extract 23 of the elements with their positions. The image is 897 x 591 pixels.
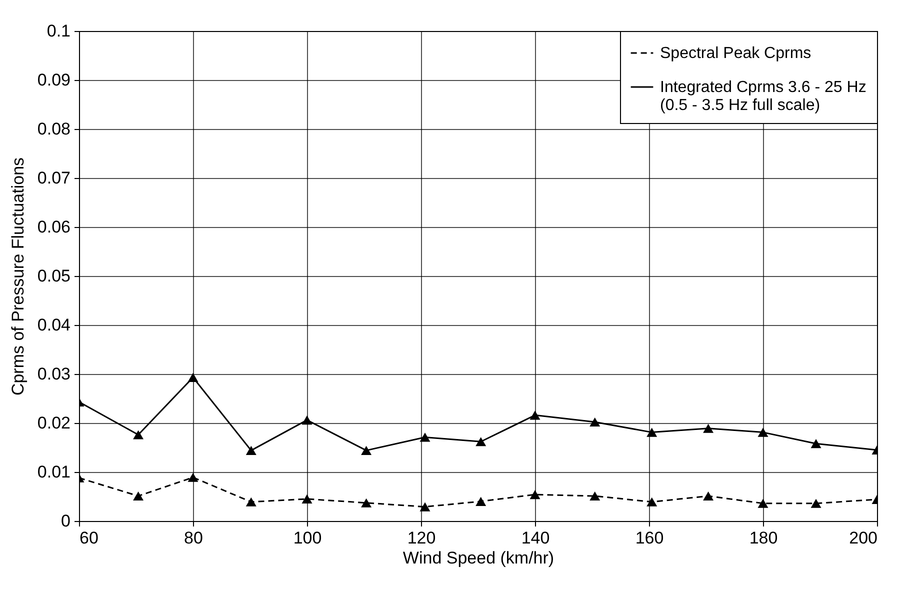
legend-label: Spectral Peak Cprms	[660, 45, 812, 62]
y-axis-title: Cprms of Pressure Fluctuations	[8, 157, 28, 396]
x-tick-label: 120	[407, 528, 436, 548]
y-tick-label: 0.04	[37, 316, 70, 334]
x-tick-label: 80	[184, 528, 203, 548]
x-tick-label: 140	[521, 528, 550, 548]
x-axis-title: Wind Speed (km/hr)	[402, 548, 554, 568]
y-tick-label: 0.09	[37, 70, 70, 90]
x-tick-label: 60	[80, 528, 98, 548]
legend-label: Integrated Cprms 3.6 - 25 Hz (0.5 - 3.5 Hz full scale)	[660, 79, 866, 114]
x-tick-label: 160	[635, 528, 664, 548]
y-tick-label: 0.05	[37, 266, 70, 286]
y-tick-label: 0	[61, 512, 70, 530]
y-tick-label: 0.08	[37, 120, 70, 138]
x-tick-label: 100	[293, 528, 322, 548]
x-tick-label: 200	[849, 528, 878, 548]
y-tick-label: 0.1	[46, 22, 70, 40]
y-tick-label: 0.01	[37, 462, 70, 482]
y-tick-label: 0.06	[37, 218, 70, 236]
y-tick-label: 0.07	[37, 168, 70, 188]
y-tick-label: 0.02	[37, 414, 70, 432]
x-tick-label: 180	[749, 528, 778, 548]
y-tick-label: 0.03	[37, 364, 70, 384]
